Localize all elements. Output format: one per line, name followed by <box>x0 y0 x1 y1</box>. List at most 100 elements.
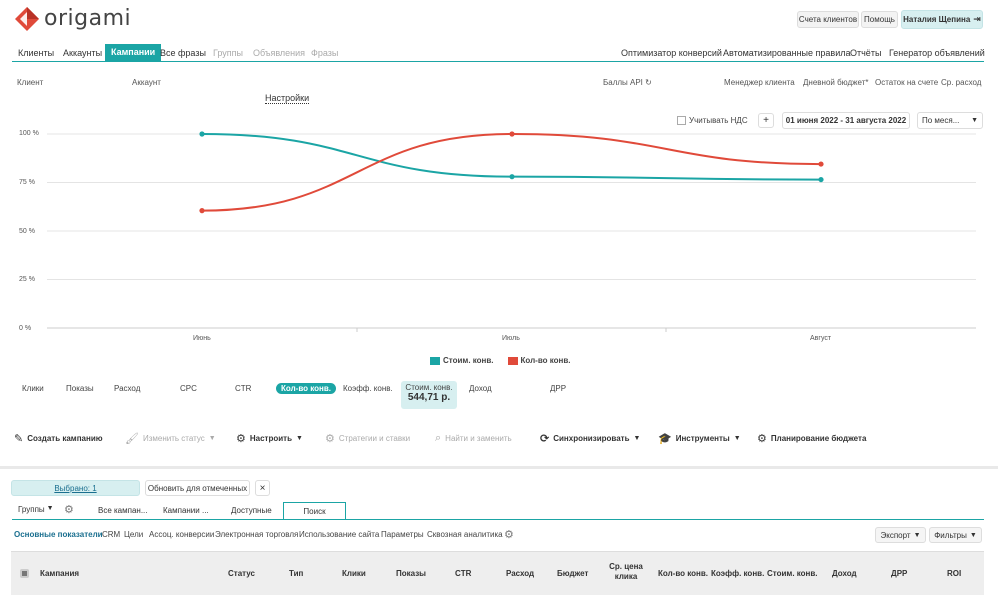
legend-count-conv[interactable]: Кол-во конв. <box>507 356 571 365</box>
find-replace-button[interactable]: ⌕ Найти и заменить <box>435 432 512 445</box>
export-label: Экспорт <box>880 530 911 540</box>
find-replace-label: Найти и заменить <box>445 434 512 443</box>
metric-spend[interactable]: Расход <box>114 384 141 393</box>
x-tick-june: Июнь <box>193 335 211 342</box>
nav-ads[interactable]: Объявления <box>253 48 306 58</box>
x-tick-july: Июль <box>502 335 520 342</box>
col-clicks[interactable]: Клики <box>342 569 366 578</box>
nav-reports[interactable]: Отчёты <box>850 48 882 58</box>
paint-icon: 🖌 <box>125 433 139 445</box>
budget-planning-button[interactable]: ⚙ Планирование бюджета <box>757 432 866 445</box>
col-impressions[interactable]: Показы <box>396 569 426 578</box>
col-type[interactable]: Тип <box>289 569 304 578</box>
metric-revenue[interactable]: Доход <box>469 384 492 393</box>
col-ctr[interactable]: CTR <box>455 569 472 578</box>
tab-available[interactable]: Доступные <box>231 506 272 515</box>
col-roi[interactable]: ROI <box>947 569 962 578</box>
create-campaign-button[interactable]: ✎ Создать кампанию <box>14 432 103 445</box>
add-period-button[interactable]: + <box>758 113 774 128</box>
tools-button[interactable]: 🎓 Инструменты ▼ <box>658 432 741 445</box>
change-status-label: Изменить статус <box>142 434 205 443</box>
metric-cpc[interactable]: CPC <box>180 384 197 393</box>
metric-impressions[interactable]: Показы <box>66 384 94 393</box>
subtab-params[interactable]: Параметры <box>381 530 424 539</box>
metric-cost-conv-box[interactable]: Стоим. конв. 544,71 р. <box>401 381 457 409</box>
series-1-point-1[interactable] <box>509 131 515 137</box>
settings-link[interactable]: Настройки <box>265 93 310 104</box>
legend-label-cost: Стоим. конв. <box>443 356 494 365</box>
nav-all-phrases[interactable]: Все фразы <box>160 48 206 58</box>
nav-automated-rules[interactable]: Автоматизированные правила <box>723 48 851 58</box>
strategies-button[interactable]: ⚙ Стратегии и ставки <box>325 432 410 445</box>
col-spend[interactable]: Расход <box>506 569 535 578</box>
y-tick-50: 50 % <box>19 228 35 235</box>
change-status-button[interactable]: 🖌 Изменить статус ▼ <box>125 432 216 445</box>
series-0-point-0[interactable] <box>199 131 205 137</box>
nav-accounts[interactable]: Аккаунты <box>63 48 103 58</box>
period-select[interactable]: По меся... ▼ <box>917 112 983 129</box>
nav-campaigns[interactable]: Кампании <box>105 44 162 61</box>
subtabs-gear-icon[interactable]: ⚙ <box>504 529 514 541</box>
date-range-picker[interactable]: 01 июня 2022 - 31 августа 2022 <box>782 112 910 129</box>
col-conv-rate[interactable]: Коэфф. конв. <box>711 569 765 578</box>
select-all-checkbox[interactable] <box>20 569 29 578</box>
col-cost-conv[interactable]: Стоим. конв. <box>767 569 818 578</box>
tabs-gear-icon[interactable]: ⚙ <box>64 504 74 516</box>
logout-icon[interactable]: ⇥ <box>973 14 981 24</box>
subtab-end-to-end[interactable]: Сквозная аналитика <box>427 530 503 539</box>
help-button[interactable]: Помощь <box>861 11 898 28</box>
legend-label-count: Кол-во конв. <box>520 356 571 365</box>
series-0-point-2[interactable] <box>818 176 824 183</box>
tab-groups[interactable]: Группы ▼ <box>18 505 54 514</box>
series-1-point-0[interactable] <box>199 208 205 214</box>
col-budget[interactable]: Бюджет <box>557 569 589 578</box>
col-campaign[interactable]: Кампания <box>40 569 80 578</box>
metric-conv-rate[interactable]: Коэфф. конв. <box>343 384 393 393</box>
nav-conversion-optimizer[interactable]: Оптимизатор конверсий <box>621 48 722 58</box>
sync-icon: ⟳ <box>540 433 550 445</box>
sync-button[interactable]: ⟳ Синхронизировать ▼ <box>540 432 640 445</box>
subtab-main-metrics[interactable]: Основные показатели <box>14 530 103 539</box>
metric-conv-count[interactable]: Кол-во конв. <box>276 383 336 394</box>
col-avg-cpc[interactable]: Ср. цена клика <box>609 562 643 581</box>
gear-icon: ⚙ <box>757 433 767 445</box>
filters-button[interactable]: Фильтры ▼ <box>929 527 982 543</box>
user-button[interactable]: Наталия Щепина ⇥ <box>901 10 983 29</box>
nav-groups[interactable]: Группы <box>213 48 243 58</box>
update-marked-button[interactable]: Обновить для отмеченных <box>145 480 250 496</box>
origami-logo[interactable]: origami <box>14 6 134 32</box>
tab-all-campaigns[interactable]: Все кампан... <box>98 506 148 515</box>
series-1-point-2[interactable] <box>818 161 824 167</box>
client-accounts-button[interactable]: Счета клиентов <box>797 11 859 28</box>
vat-checkbox[interactable] <box>677 116 686 125</box>
nav-ad-generator[interactable]: Генератор объявлений <box>889 48 985 58</box>
refresh-icon[interactable]: ↻ <box>645 78 652 87</box>
close-selection-button[interactable]: × <box>255 480 270 496</box>
nav-clients[interactable]: Клиенты <box>18 48 55 58</box>
metric-clicks[interactable]: Клики <box>22 384 44 393</box>
col-conv-count[interactable]: Кол-во конв. <box>658 569 708 578</box>
subtab-site-usage[interactable]: Использование сайта <box>299 530 380 539</box>
series-0-point-1[interactable] <box>509 174 515 180</box>
search-icon: ⌕ <box>435 432 442 444</box>
metric-drr[interactable]: ДРР <box>550 384 567 393</box>
metric-ctr[interactable]: CTR <box>235 384 252 393</box>
subtab-crm[interactable]: CRM <box>102 530 121 539</box>
nav-phrases[interactable]: Фразы <box>311 48 339 58</box>
tab-search[interactable]: Поиск <box>283 502 346 520</box>
period-value: По меся... <box>922 116 960 125</box>
legend-cost-conv[interactable]: Стоим. конв. <box>430 356 494 365</box>
header-daily-budget: Дневной бюджет* <box>803 78 869 87</box>
col-revenue[interactable]: Доход <box>832 569 857 578</box>
col-status[interactable]: Статус <box>228 569 255 578</box>
col-drr[interactable]: ДРР <box>891 569 908 578</box>
tab-campaigns[interactable]: Кампании ... <box>163 506 209 515</box>
subtab-assoc-conv[interactable]: Ассоц. конверсии <box>149 530 215 539</box>
configure-button[interactable]: ⚙ Настроить ▼ <box>236 432 303 445</box>
vat-checkbox-wrap[interactable]: Учитывать НДС <box>677 116 748 125</box>
subtab-goals[interactable]: Цели <box>124 530 144 539</box>
subtab-ecommerce[interactable]: Электронная торговля <box>215 530 299 539</box>
selected-count[interactable]: Выбрано: 1 <box>11 480 140 496</box>
vat-label: Учитывать НДС <box>689 116 748 125</box>
export-button[interactable]: Экспорт ▼ <box>875 527 926 543</box>
